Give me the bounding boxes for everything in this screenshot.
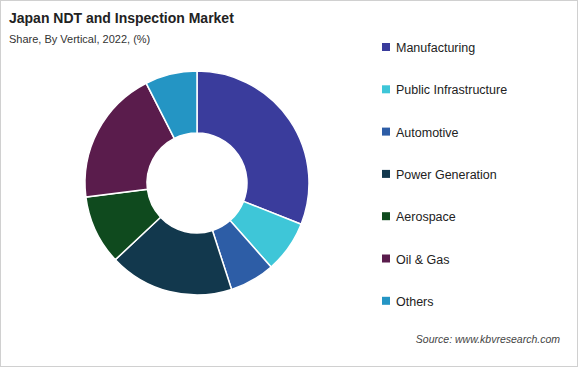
slice — [86, 189, 161, 259]
legend-label: Public Infrastructure — [396, 83, 507, 97]
slice — [146, 71, 197, 138]
legend-swatch — [382, 255, 390, 263]
legend-swatch — [382, 43, 390, 51]
subtitle: Share, By Vertical, 2022, (%) — [9, 33, 150, 45]
legend-swatch — [382, 85, 390, 93]
legend-swatch — [382, 212, 390, 220]
donut — [85, 71, 309, 295]
legend-label: Automotive — [396, 126, 459, 140]
legend-label: Power Generation — [396, 168, 497, 182]
slice — [197, 71, 309, 224]
legend-label: Oil & Gas — [396, 253, 450, 267]
chart: Japan NDT and Inspection Market Share, By… — [0, 0, 578, 367]
legend-label: Manufacturing — [396, 41, 475, 55]
title: Japan NDT and Inspection Market — [9, 10, 234, 26]
source: Source: www.kbvresearch.com — [416, 333, 560, 345]
legend-swatch — [382, 170, 390, 178]
legend-swatch — [382, 128, 390, 136]
legend-swatch — [382, 297, 390, 305]
frame — [1, 1, 578, 367]
legend-label: Aerospace — [396, 210, 456, 224]
legend-label: Others — [396, 295, 434, 309]
